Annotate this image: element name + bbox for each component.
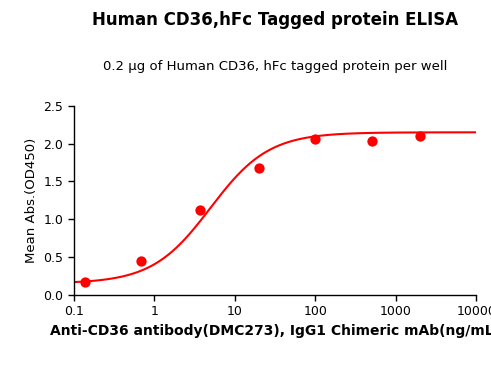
Point [196, 207, 204, 213]
X-axis label: Anti-CD36 antibody(DMC273), IgG1 Chimeric mAb(ng/mL): Anti-CD36 antibody(DMC273), IgG1 Chimeri… [50, 324, 491, 338]
Point [81, 279, 88, 285]
Point [311, 136, 319, 142]
Point [137, 258, 145, 264]
Point [416, 133, 424, 139]
Text: Human CD36,hFc Tagged protein ELISA: Human CD36,hFc Tagged protein ELISA [92, 11, 458, 29]
Text: 0.2 μg of Human CD36, hFc tagged protein per well: 0.2 μg of Human CD36, hFc tagged protein… [103, 60, 447, 73]
Point [368, 138, 376, 144]
Point [255, 165, 263, 171]
Y-axis label: Mean Abs.(OD450): Mean Abs.(OD450) [25, 138, 38, 263]
